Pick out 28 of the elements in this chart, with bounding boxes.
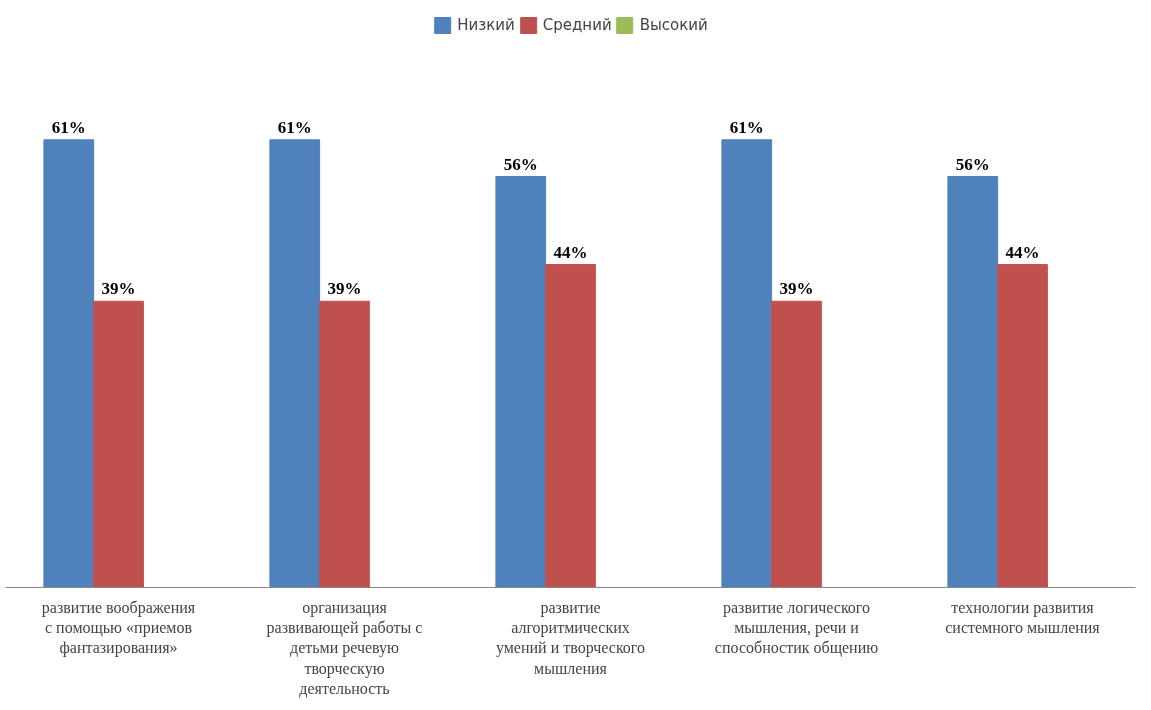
legend-label: Высокий bbox=[639, 16, 708, 34]
bar bbox=[721, 139, 773, 588]
x-tick-label: развитие логического мышления, речи и способностик общению bbox=[714, 598, 879, 658]
x-tick-label: развитие воображения с помощью «приемов фантазирования» bbox=[41, 598, 196, 658]
data-label: 39% bbox=[327, 279, 362, 299]
bar bbox=[771, 300, 822, 588]
data-label: 56% bbox=[955, 154, 990, 174]
bar bbox=[495, 176, 547, 588]
bar bbox=[269, 139, 321, 588]
data-label: 61% bbox=[277, 117, 312, 137]
data-label: 56% bbox=[503, 154, 538, 174]
bar bbox=[947, 176, 999, 588]
bar bbox=[545, 264, 596, 588]
x-tick-label: организация развивающей работы с детьми речевую творческую деятельность bbox=[266, 598, 423, 699]
legend-label: Средний bbox=[542, 16, 612, 34]
x-tick-label: развитие алгоритмических умений и творческого мышления bbox=[495, 598, 646, 677]
bar bbox=[93, 300, 144, 588]
data-label: 61% bbox=[729, 117, 764, 137]
x-tick-label: технологии развития системного мышления bbox=[945, 598, 1101, 636]
bar bbox=[43, 139, 95, 588]
data-label: 44% bbox=[1005, 242, 1040, 262]
data-label: 39% bbox=[779, 279, 814, 299]
data-label: 61% bbox=[51, 117, 86, 137]
bar bbox=[319, 300, 370, 588]
data-label: 44% bbox=[553, 242, 588, 262]
legend-label: Низкий bbox=[457, 16, 515, 34]
data-label: 39% bbox=[101, 279, 136, 299]
bar bbox=[997, 264, 1048, 588]
